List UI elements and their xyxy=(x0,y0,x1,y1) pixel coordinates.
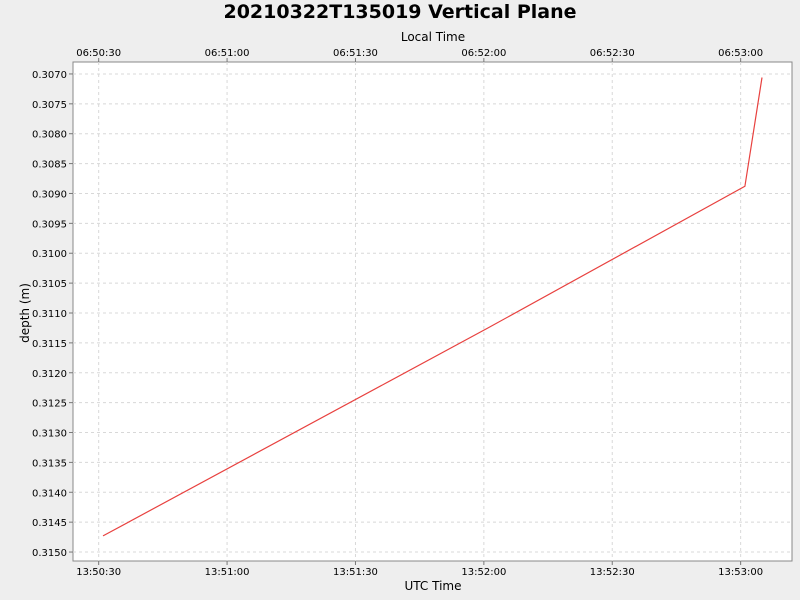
plot-area xyxy=(72,61,793,562)
x2-tick-label: 06:52:00 xyxy=(461,48,506,59)
x-tick-label: 13:52:30 xyxy=(590,567,635,578)
y-tick-label: 0.3095 xyxy=(32,219,67,230)
x-axis-label: UTC Time xyxy=(405,579,462,593)
y-tick-label: 0.3130 xyxy=(32,429,67,440)
series-layer xyxy=(102,77,763,537)
y-tick-label: 0.3115 xyxy=(32,339,67,350)
y-tick-label: 0.3140 xyxy=(32,488,67,499)
y-tick-label: 0.3120 xyxy=(32,369,67,380)
x2-tick-label: 06:52:30 xyxy=(590,48,635,59)
y-axis-label: depth (m) xyxy=(18,283,32,343)
y-tick-label: 0.3085 xyxy=(32,160,67,171)
x-tick-label: 13:51:30 xyxy=(333,567,378,578)
x-tick-label: 13:53:00 xyxy=(718,567,763,578)
chart-title: 20210322T135019 Vertical Plane xyxy=(223,1,576,23)
x2-tick-label: 06:50:30 xyxy=(76,48,121,59)
y-tick-label: 0.3105 xyxy=(32,279,67,290)
x2-tick-label: 06:51:30 xyxy=(333,48,378,59)
y-tick-label: 0.3100 xyxy=(32,249,67,260)
y-tick-label: 0.3135 xyxy=(32,458,67,469)
y-tick-label: 0.3145 xyxy=(32,518,67,529)
x-tick-label: 13:51:00 xyxy=(205,567,250,578)
y-tick-label: 0.3075 xyxy=(32,100,67,111)
axis-ticks: 13:50:30 06:50:30 13:51:00 06:51:00 13:51:30… xyxy=(32,48,763,578)
y-tick-label: 0.3110 xyxy=(32,309,67,320)
y-tick-label: 0.3080 xyxy=(32,130,67,141)
y-tick-label: 0.3150 xyxy=(32,548,67,559)
y-tick-label: 0.3090 xyxy=(32,189,67,200)
x2-tick-label: 06:51:00 xyxy=(205,48,250,59)
x2-tick-label: 06:53:00 xyxy=(718,48,763,59)
y-tick-label: 0.3125 xyxy=(32,399,67,410)
x2-axis-label: Local Time xyxy=(401,30,465,44)
grid-lines xyxy=(73,62,792,561)
x-tick-label: 13:50:30 xyxy=(76,567,121,578)
x-tick-label: 13:52:00 xyxy=(461,567,506,578)
series-line xyxy=(102,77,763,537)
y-tick-label: 0.3070 xyxy=(32,70,67,81)
